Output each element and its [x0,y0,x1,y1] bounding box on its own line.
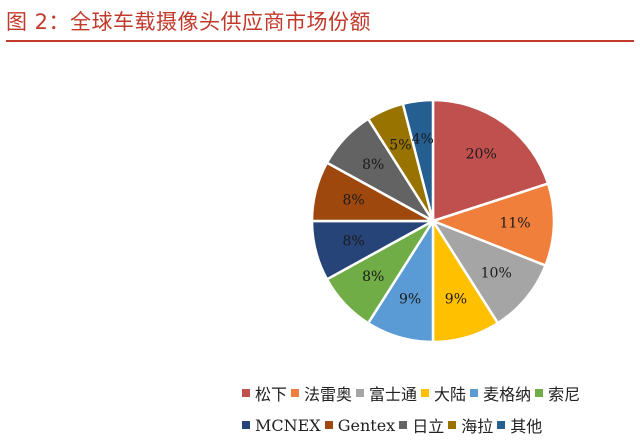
legend-swatch [242,389,250,397]
pie-data-label-9: 8% [362,157,384,173]
legend-item-10: 海拉 [448,413,493,437]
legend-swatch [497,421,506,429]
legend-label: 大陆 [434,385,467,404]
legend-label: 富士通 [369,385,418,404]
legend-item-2: 法雷奥 [291,381,352,405]
legend-swatch [421,389,430,397]
title-rule [6,40,634,42]
legend-swatch [399,421,408,429]
legend-swatch [242,421,250,429]
pie-slice-2 [429,182,556,268]
legend-label: Gentex [337,415,396,435]
pie-data-label-8: 8% [342,193,364,209]
legend-item-1: 松下 [242,381,287,405]
legend-label: 其他 [510,417,543,436]
legend-item-6: 索尼 [535,381,580,405]
pie-data-label-5: 9% [399,292,421,308]
legend-item-4: 大陆 [421,381,466,405]
pie-data-label-6: 8% [362,269,384,285]
pie-data-label-10: 5% [389,138,411,154]
legend-swatch [470,389,479,397]
legend-swatch [535,389,544,397]
legend-label: 日立 [412,417,445,436]
legend-item-9: 日立 [399,413,444,437]
legend-label: 麦格纳 [483,385,532,404]
pie-data-label-3: 10% [481,265,512,281]
legend-label: 松下 [255,385,288,404]
legend-item-11: 其他 [497,413,542,437]
legend-label: MCNEX [255,415,321,435]
legend-swatch [356,389,365,397]
legend-item-8: Gentex [324,413,396,437]
pie-data-label-7: 8% [342,233,364,249]
pie-data-label-1: 20% [466,147,497,163]
pie-slice-1 [431,98,550,223]
legend-swatch [291,389,300,397]
pie-slice-3 [429,218,548,325]
legend-label: 海拉 [461,417,494,436]
legend-label: 法雷奥 [304,385,353,404]
pie-data-label-4: 9% [445,292,467,308]
pie-data-label-2: 11% [499,216,530,232]
figure-title: 图 2：全球车载摄像头供应商市场份额 [6,10,372,34]
legend-item-3: 富士通 [356,381,417,405]
pie-data-label-11: 4% [412,132,434,148]
legend-item-5: 麦格纳 [470,381,531,405]
legend-item-7: MCNEX [242,413,321,437]
legend-swatch [324,421,333,429]
pie-slice-11 [401,98,435,222]
legend-label: 索尼 [548,385,581,404]
chart-legend: 松下 法雷奥 富士通 大陆 麦格纳 索尼 MCNEX Gentex 日立 海拉 其他 [242,381,634,437]
legend-swatch [448,421,457,429]
